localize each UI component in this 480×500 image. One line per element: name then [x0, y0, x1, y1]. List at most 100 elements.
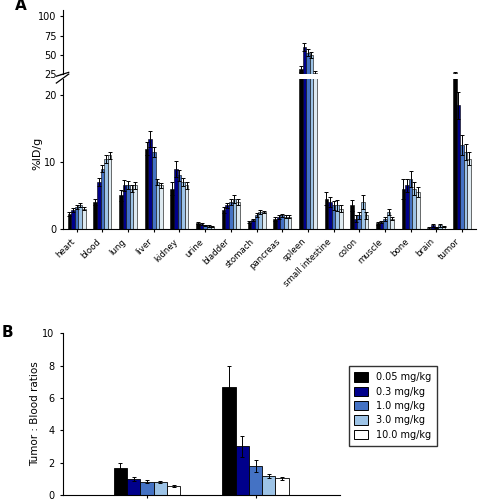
- Bar: [114, 468, 127, 495]
- Bar: [119, 195, 122, 228]
- Bar: [276, 216, 280, 228]
- Bar: [100, 168, 104, 228]
- Bar: [75, 207, 78, 229]
- Bar: [430, 225, 433, 228]
- Bar: [100, 86, 104, 94]
- Bar: [108, 155, 111, 228]
- Bar: [133, 185, 137, 228]
- Bar: [287, 216, 290, 228]
- Bar: [152, 152, 155, 228]
- Bar: [283, 92, 287, 94]
- Bar: [357, 215, 360, 228]
- Bar: [206, 226, 210, 228]
- Bar: [349, 91, 353, 94]
- Bar: [331, 91, 335, 94]
- Bar: [196, 223, 199, 228]
- Bar: [280, 92, 283, 94]
- Bar: [104, 86, 108, 94]
- Bar: [181, 88, 184, 94]
- Bar: [225, 91, 228, 94]
- Bar: [383, 92, 386, 94]
- Text: A: A: [15, 0, 27, 14]
- Bar: [221, 92, 225, 94]
- Bar: [170, 89, 174, 94]
- Bar: [108, 85, 111, 94]
- Bar: [276, 92, 280, 94]
- Bar: [415, 192, 419, 228]
- Bar: [456, 80, 459, 94]
- Bar: [412, 89, 415, 94]
- Bar: [167, 486, 180, 495]
- Bar: [262, 92, 265, 94]
- Bar: [335, 91, 338, 94]
- Bar: [375, 93, 379, 94]
- Bar: [360, 90, 364, 94]
- Bar: [196, 93, 199, 94]
- Bar: [68, 92, 71, 94]
- Bar: [258, 92, 262, 94]
- Bar: [148, 138, 152, 228]
- Bar: [251, 92, 254, 94]
- Bar: [122, 88, 126, 94]
- Bar: [452, 55, 456, 229]
- Bar: [327, 202, 331, 228]
- Bar: [78, 91, 82, 94]
- Bar: [463, 84, 467, 94]
- Bar: [177, 88, 181, 94]
- Bar: [375, 223, 379, 228]
- Bar: [408, 178, 412, 228]
- Bar: [401, 89, 405, 94]
- Bar: [302, 47, 305, 94]
- Bar: [338, 92, 342, 94]
- Bar: [379, 93, 383, 94]
- Bar: [353, 218, 357, 228]
- Bar: [298, 69, 302, 94]
- Bar: [148, 83, 152, 94]
- Bar: [97, 182, 100, 228]
- Bar: [364, 215, 368, 228]
- Bar: [232, 90, 236, 94]
- Bar: [153, 482, 167, 495]
- Bar: [305, 52, 309, 94]
- Bar: [228, 202, 232, 228]
- Bar: [456, 105, 459, 228]
- Bar: [97, 88, 100, 94]
- Bar: [379, 222, 383, 228]
- Bar: [383, 218, 386, 228]
- Bar: [155, 88, 159, 94]
- Bar: [155, 182, 159, 228]
- Bar: [75, 91, 78, 94]
- Bar: [280, 215, 283, 228]
- Bar: [353, 92, 357, 94]
- Bar: [324, 90, 327, 94]
- Legend: 0.05 mg/kg, 0.3 mg/kg, 1.0 mg/kg, 3.0 mg/kg, 10.0 mg/kg: 0.05 mg/kg, 0.3 mg/kg, 1.0 mg/kg, 3.0 mg…: [348, 366, 436, 446]
- Bar: [273, 218, 276, 228]
- Bar: [254, 215, 258, 228]
- Bar: [228, 90, 232, 94]
- Bar: [251, 220, 254, 228]
- Bar: [302, 0, 305, 228]
- Bar: [152, 84, 155, 94]
- Bar: [119, 90, 122, 94]
- Bar: [335, 205, 338, 229]
- Bar: [174, 86, 177, 94]
- Bar: [349, 205, 353, 229]
- Bar: [71, 210, 75, 229]
- Bar: [298, 15, 302, 229]
- Bar: [360, 202, 364, 228]
- Bar: [130, 188, 133, 228]
- Bar: [232, 198, 236, 228]
- Bar: [357, 92, 360, 94]
- Bar: [467, 86, 470, 94]
- Bar: [82, 92, 85, 94]
- Bar: [127, 479, 140, 495]
- Bar: [408, 88, 412, 94]
- Bar: [181, 182, 184, 228]
- Bar: [210, 226, 214, 228]
- Bar: [222, 388, 235, 495]
- Bar: [459, 145, 463, 228]
- Bar: [309, 55, 312, 94]
- Bar: [312, 48, 316, 228]
- Bar: [459, 84, 463, 94]
- Bar: [203, 225, 206, 228]
